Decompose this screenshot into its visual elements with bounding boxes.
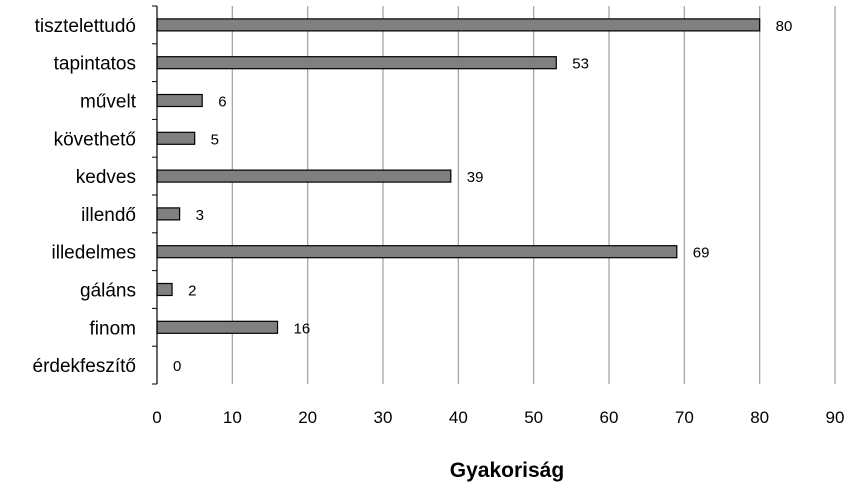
x-tick-labels: 0 10 20 30 40 50 60 70 80 90 [152, 408, 844, 427]
x-tick-label: 50 [524, 408, 543, 427]
category-label: követhető [54, 129, 136, 150]
data-label: 2 [188, 283, 196, 300]
x-tick-label: 40 [449, 408, 468, 427]
x-tick-label: 30 [374, 408, 393, 427]
category-label: érdekfeszítő [33, 356, 137, 377]
category-label: művelt [80, 92, 137, 113]
data-label: 39 [467, 169, 484, 186]
x-tick-label: 0 [152, 408, 161, 427]
category-label: gáláns [80, 281, 136, 302]
category-label: finom [90, 318, 136, 339]
category-labels: tisztelettudó tapintatos művelt követhető ke… [33, 16, 137, 377]
x-tick-label: 20 [298, 408, 317, 427]
bar [156, 207, 181, 221]
bar [156, 320, 279, 334]
bar [156, 131, 196, 145]
data-label: 16 [294, 320, 311, 337]
x-tick-label: 10 [223, 408, 242, 427]
category-label: kedves [76, 167, 136, 188]
x-tick-label: 70 [675, 408, 694, 427]
data-label: 3 [196, 207, 204, 224]
data-label: 80 [776, 18, 793, 35]
bar [156, 56, 557, 70]
category-label: illedelmes [52, 243, 136, 264]
x-tick-label: 90 [826, 408, 845, 427]
data-label: 69 [693, 245, 710, 262]
x-axis-title: Gyakoriság [450, 459, 564, 482]
bar [156, 18, 761, 32]
x-tick-label: 80 [750, 408, 769, 427]
bar [156, 169, 452, 183]
category-label: tisztelettudó [35, 16, 136, 37]
bar [156, 245, 678, 259]
data-label: 53 [572, 56, 589, 73]
data-label: 5 [211, 131, 219, 148]
bar [156, 282, 173, 297]
data-labels: 80 53 6 5 39 3 69 2 16 0 [173, 18, 792, 375]
bar [156, 93, 203, 108]
axes [152, 5, 158, 385]
category-label: tapintatos [54, 54, 136, 75]
x-tick-label: 60 [600, 408, 619, 427]
data-label: 6 [218, 94, 226, 111]
data-label: 0 [173, 358, 181, 375]
category-label: illendő [81, 205, 136, 226]
